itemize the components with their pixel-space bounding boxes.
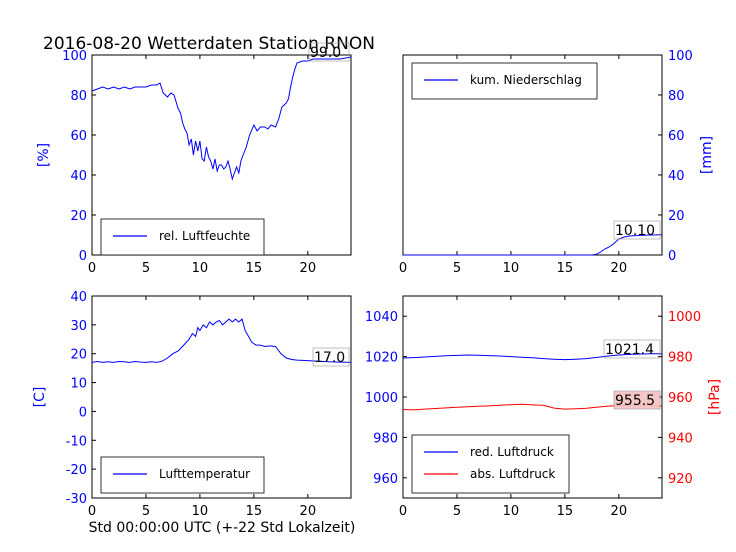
temperature-ylabel: [C] (32, 387, 48, 408)
humidity-ylabel: [%] (36, 143, 52, 167)
temperature-ytick-label: -20 (66, 463, 87, 478)
temperature-xtick-label: 20 (300, 504, 317, 519)
humidity-ytick-label: 80 (70, 89, 87, 104)
humidity-xtick-label: 20 (300, 261, 317, 276)
temperature-legend-box (100, 456, 265, 494)
pressure-legend-label: red. Luftdruck (470, 445, 554, 459)
pressure-legend-label: abs. Luftdruck (470, 467, 555, 481)
pressure-ylabel: [hPa] (707, 379, 723, 415)
temperature-annotation-box (312, 347, 350, 367)
precip-xtick-label: 15 (557, 261, 574, 276)
pressure-xtick-label: 5 (453, 504, 461, 519)
pressure-legend-box (411, 434, 570, 494)
pressure-left-ytick-label: 1000 (365, 391, 398, 406)
pressure-right-ytick-label: 980 (668, 351, 693, 366)
temperature-annotation: 17.0 (314, 350, 345, 366)
precip-ytick-label: 80 (668, 89, 685, 104)
temperature-ytick-label: 10 (70, 377, 87, 392)
humidity-annotation: 99.0 (310, 45, 341, 61)
temperature-ytick-label: 40 (70, 290, 87, 305)
temperature-xtick-label: 15 (246, 504, 263, 519)
humidity-xtick-label: 0 (88, 261, 96, 276)
pressure-annotation: 1021.4 (605, 342, 654, 358)
humidity-xtick-label: 10 (192, 261, 209, 276)
humidity-ytick-label: 0 (79, 249, 87, 264)
humidity-legend-box (100, 218, 265, 256)
precip-xtick-label: 5 (453, 261, 461, 276)
temperature-ytick-label: 20 (70, 348, 87, 363)
precip-series-kum-niederschlag (403, 234, 663, 256)
temperature-ytick-label: -10 (66, 434, 87, 449)
humidity-legend-label: rel. Luftfeuchte (159, 229, 250, 243)
pressure-left-ytick-label: 1020 (365, 351, 398, 366)
pressure-series-red-luftdruck (402, 353, 662, 361)
temperature-xtick-label: 5 (142, 504, 150, 519)
precip-legend-box (411, 62, 598, 100)
pressure-annotation-box (613, 390, 661, 410)
humidity-series-rel-luftfeuchte (91, 56, 352, 181)
pressure-right-ytick-label: 940 (668, 431, 693, 446)
pressure-xtick-label: 15 (557, 504, 574, 519)
precip-ytick-label: 20 (668, 209, 685, 224)
precip-ytick-label: 0 (668, 249, 676, 264)
precip-xtick-label: 20 (611, 261, 628, 276)
temperature-ytick-label: -30 (66, 492, 87, 507)
humidity-xtick-label: 15 (246, 261, 263, 276)
temperature-legend-label: Lufttemperatur (159, 467, 250, 481)
humidity-annotation-box (308, 42, 350, 62)
pressure-annotation: 955.5 (615, 393, 655, 409)
temperature-xtick-label: 0 (88, 504, 96, 519)
precip-xtick-label: 0 (399, 261, 407, 276)
humidity-xtick-label: 5 (142, 261, 150, 276)
pressure-xtick-label: 20 (611, 504, 628, 519)
precip-xtick-label: 10 (503, 261, 520, 276)
x-axis-label: Std 00:00:00 UTC (+-22 Std Lokalzeit) (89, 520, 356, 536)
pressure-xtick-label: 0 (399, 504, 407, 519)
pressure-annotation-box (603, 339, 661, 359)
precip-annotation: 10.10 (615, 223, 655, 239)
humidity-ytick-label: 20 (70, 209, 87, 224)
temperature-series-lufttemperatur (91, 318, 352, 363)
pressure-right-ytick-label: 960 (668, 391, 693, 406)
precip-annotation-box (613, 220, 661, 240)
temperature-ytick-label: 0 (79, 405, 87, 420)
pressure-left-ytick-label: 960 (373, 472, 398, 487)
temperature-axes-frame (91, 295, 352, 499)
figure-title: 2016-08-20 Wetterdaten Station RNON (43, 34, 375, 54)
pressure-left-ytick-label: 1040 (365, 310, 398, 325)
pressure-right-ytick-label: 920 (668, 472, 693, 487)
precip-ytick-label: 100 (668, 49, 693, 64)
humidity-ytick-label: 60 (70, 129, 87, 144)
pressure-xtick-label: 10 (503, 504, 520, 519)
precip-ytick-label: 60 (668, 129, 685, 144)
humidity-ytick-label: 40 (70, 169, 87, 184)
precip-legend-label: kum. Niederschlag (470, 73, 582, 87)
precip-ylabel: [mm] (699, 136, 715, 174)
humidity-ytick-label: 100 (62, 49, 87, 64)
temperature-xtick-label: 10 (192, 504, 209, 519)
temperature-ytick-label: 30 (70, 319, 87, 334)
pressure-left-ytick-label: 980 (373, 431, 398, 446)
precip-ytick-label: 40 (668, 169, 685, 184)
pressure-right-ytick-label: 1000 (668, 310, 701, 325)
